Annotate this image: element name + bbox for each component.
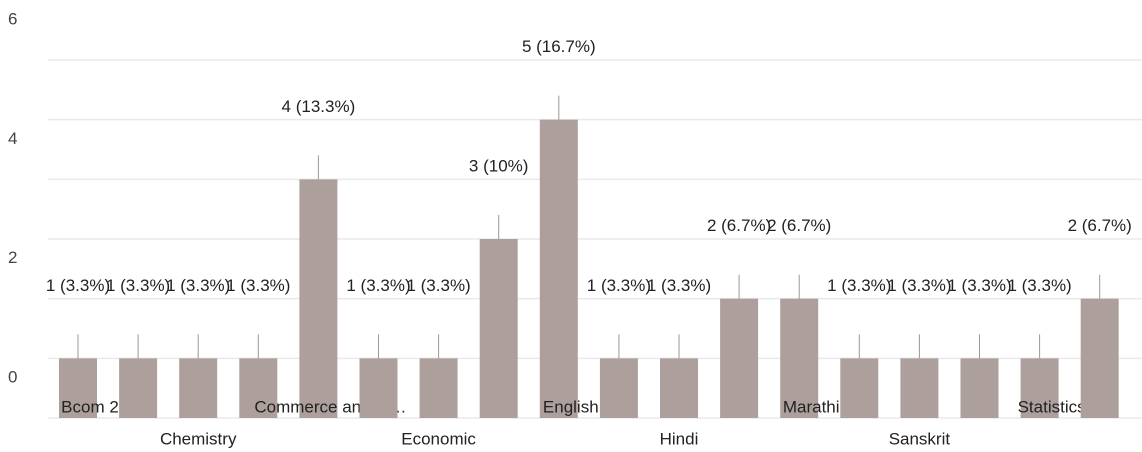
value-label: 1 (3.3%): [46, 276, 110, 295]
bar: [419, 358, 458, 418]
value-label: 5 (16.7%): [522, 37, 596, 56]
value-label: 2 (6.7%): [707, 216, 771, 235]
bar: [239, 358, 278, 418]
x-tick-label: Economic: [401, 429, 476, 448]
bar: [720, 298, 759, 418]
x-tick-label: Chemistry: [160, 429, 237, 448]
x-tick-label: Statistics: [1018, 397, 1086, 416]
bar: [359, 358, 398, 418]
bar: [299, 179, 338, 418]
value-label: 1 (3.3%): [106, 276, 170, 295]
bar: [119, 358, 158, 418]
value-label: 1 (3.3%): [947, 276, 1011, 295]
value-label: 2 (6.7%): [1068, 216, 1132, 235]
y-tick-label: 4: [8, 129, 17, 148]
bar: [780, 298, 819, 418]
x-tick-label: Marathi: [783, 397, 840, 416]
bar: [179, 358, 218, 418]
value-label: 1 (3.3%): [166, 276, 230, 295]
y-tick-label: 6: [8, 9, 17, 28]
y-tick-label: 2: [8, 248, 17, 267]
value-label: 1 (3.3%): [1007, 276, 1071, 295]
bar: [599, 358, 638, 418]
value-label: 1 (3.3%): [226, 276, 290, 295]
x-tick-label: English: [543, 397, 599, 416]
bar: [539, 119, 578, 419]
value-label: 1 (3.3%): [887, 276, 951, 295]
x-tick-label: Hindi: [660, 429, 699, 448]
x-tick-label: Sanskrit: [889, 429, 951, 448]
x-tick-label: Bcom 2: [61, 397, 119, 416]
value-label: 3 (10%): [469, 156, 529, 175]
value-label: 1 (3.3%): [827, 276, 891, 295]
bar: [660, 358, 698, 418]
bar: [840, 358, 879, 418]
bar: [1080, 298, 1119, 418]
value-label: 1 (3.3%): [406, 276, 470, 295]
value-label: 4 (13.3%): [282, 97, 356, 116]
y-tick-label: 0: [8, 367, 17, 386]
value-label: 2 (6.7%): [767, 216, 831, 235]
bar: [900, 358, 939, 418]
bar: [59, 358, 97, 418]
value-label: 1 (3.3%): [647, 276, 711, 295]
bar: [1020, 358, 1059, 418]
value-label: 1 (3.3%): [587, 276, 651, 295]
bar: [479, 239, 518, 418]
value-label: 1 (3.3%): [346, 276, 410, 295]
bar: [960, 358, 999, 418]
